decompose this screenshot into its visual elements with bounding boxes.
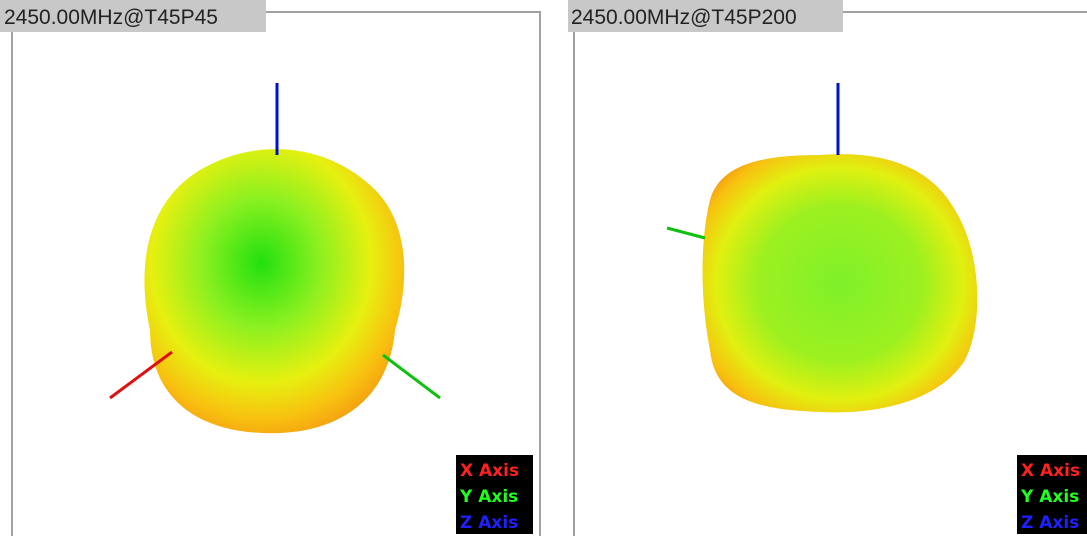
legend-z: Z Axis xyxy=(460,513,518,533)
y-axis-line xyxy=(667,228,705,238)
radiation-pattern xyxy=(703,154,978,412)
legend-y: Y Axis xyxy=(1020,487,1079,507)
panel-title: 2450.00MHz@T45P45 xyxy=(4,6,218,29)
y-axis-line xyxy=(383,355,440,398)
legend-z: Z Axis xyxy=(1021,513,1079,533)
legend-y: Y Axis xyxy=(459,487,518,507)
radiation-pattern xyxy=(144,149,404,433)
view-panel: 2450.00MHz@T45P200 X Axis Y Axis Z Axis xyxy=(568,0,1087,536)
panel-title: 2450.00MHz@T45P200 xyxy=(571,6,797,29)
page: 2450.00MHz@T45P45 X Axis Y Axis Z Axis 2… xyxy=(0,0,1087,536)
screenshot: 2450.00MHz@T45P45 X Axis Y Axis Z Axis 2… xyxy=(0,0,1087,536)
legend-x: X Axis xyxy=(460,461,519,481)
view-panel: 2450.00MHz@T45P45 X Axis Y Axis Z Axis xyxy=(0,0,540,536)
legend-x: X Axis xyxy=(1021,461,1080,481)
